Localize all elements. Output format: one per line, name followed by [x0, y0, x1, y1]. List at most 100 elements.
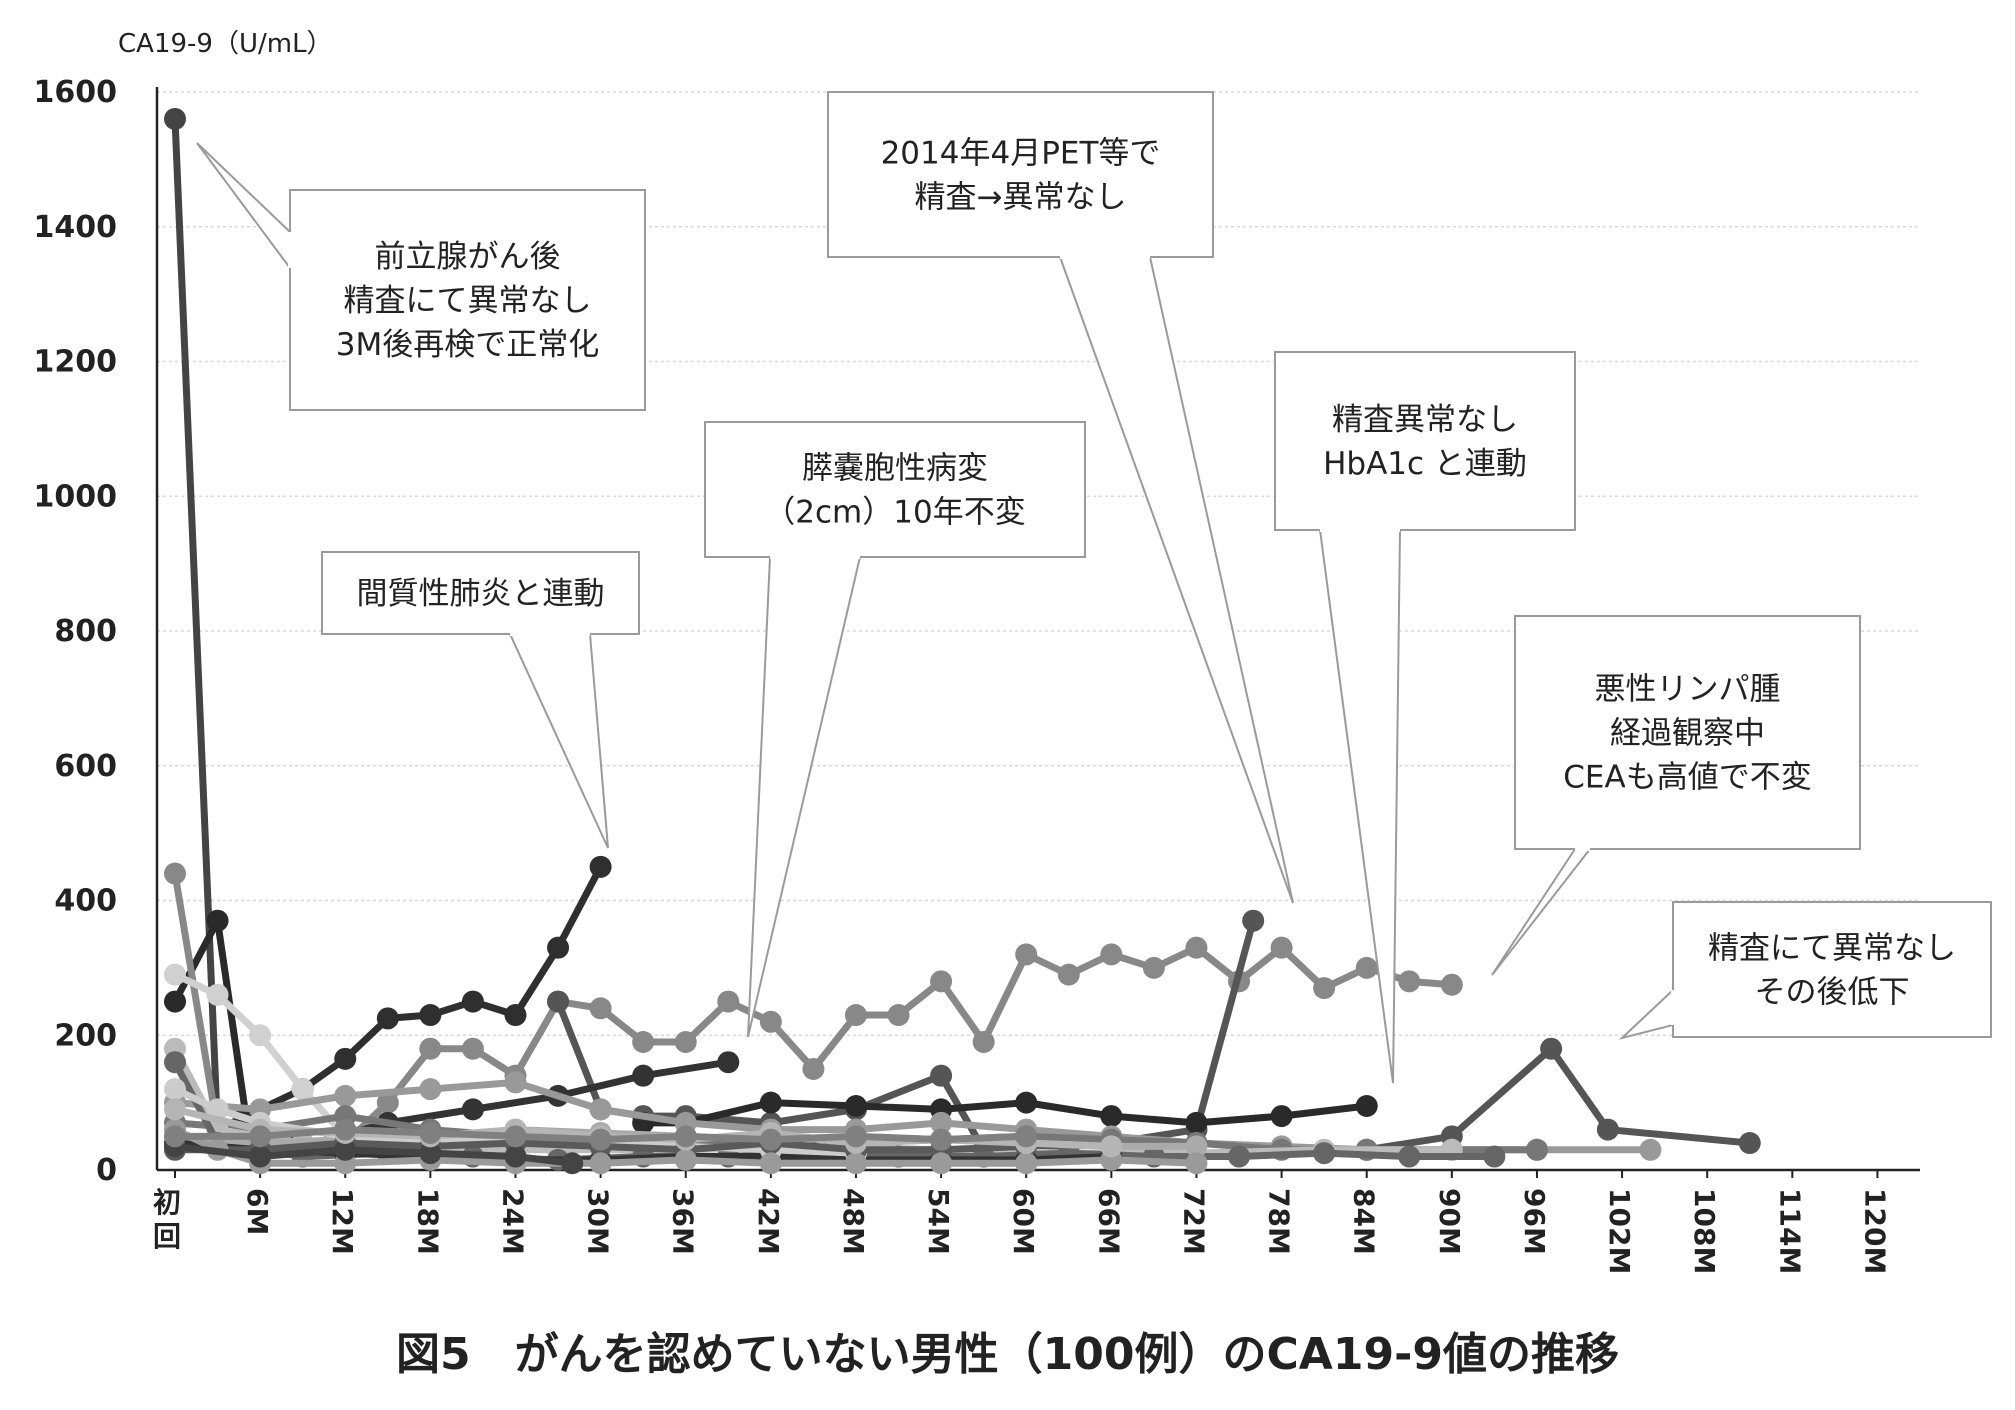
data-point: [589, 1128, 612, 1151]
data-point: [461, 1098, 484, 1121]
callout-text: 膵嚢胞性病変: [802, 451, 988, 487]
x-tick-label: 120M: [1858, 1188, 1891, 1274]
callout-pointer: [1491, 848, 1593, 976]
data-point: [1639, 1138, 1662, 1161]
x-tick-label: 96M: [1518, 1188, 1551, 1255]
data-point: [1313, 1142, 1336, 1165]
y-tick-label: 1600: [34, 75, 118, 110]
data-point: [334, 1118, 357, 1141]
data-point: [1142, 956, 1165, 979]
data-point: [504, 1004, 527, 1027]
callout-text: その後低下: [1755, 975, 1910, 1011]
x-tick-labels: 初回 6M 12M 18M 24M 30M 36M 42M 48M 54M 60M 66M 72M 78M…: [153, 1170, 1891, 1274]
data-point: [376, 1007, 399, 1030]
data-point: [1185, 936, 1208, 959]
data-point: [1100, 1135, 1123, 1158]
series-line: [1366, 1045, 1751, 1154]
data-point: [589, 1152, 612, 1175]
data-point: [1313, 977, 1336, 1000]
data-point: [1440, 973, 1463, 996]
callout-text: 精査にて異常なし: [1708, 931, 1956, 967]
data-point: [759, 1091, 782, 1114]
data-point: [419, 1004, 442, 1027]
data-point: [504, 1125, 527, 1148]
data-point: [334, 1138, 357, 1161]
data-point: [844, 1094, 867, 1117]
series-line: [643, 1099, 1368, 1127]
x-tick-label: 12M: [326, 1188, 359, 1255]
data-point: [164, 963, 186, 986]
callout-text: 精査→異常なし: [915, 180, 1127, 216]
data-point: [419, 1142, 442, 1165]
callout-box: [1672, 901, 1992, 1038]
data-point: [1185, 1152, 1208, 1175]
x-tick-label: 102M: [1603, 1188, 1636, 1274]
data-point: [632, 1030, 655, 1053]
callout: 精査異常なし HbA1c と連動: [1274, 351, 1576, 1084]
data-point: [164, 1098, 186, 1121]
data-point: [589, 997, 612, 1020]
data-point: [547, 936, 570, 959]
data-point: [1242, 909, 1265, 932]
data-point: [1738, 1132, 1761, 1155]
data-point: [206, 909, 229, 932]
data-point: [1540, 1037, 1563, 1060]
data-point: [164, 1051, 186, 1074]
callout-text: 悪性リンパ腫: [1595, 672, 1781, 708]
data-point: [759, 1152, 782, 1175]
x-tick-label: 6M: [241, 1188, 274, 1235]
callout-pointer: [747, 556, 862, 1038]
data-point: [504, 1071, 527, 1094]
x-tick-label: 54M: [922, 1188, 955, 1255]
data-point: [1015, 1125, 1038, 1148]
data-point: [164, 862, 186, 885]
y-tick-label: 1200: [34, 345, 118, 380]
callout-text: HbA1c と連動: [1323, 446, 1527, 482]
data-point: [1185, 1111, 1208, 1134]
data-point: [1483, 1145, 1506, 1168]
callout-box: [1514, 615, 1861, 850]
data-point: [1355, 956, 1378, 979]
data-point: [461, 1037, 484, 1060]
x-tick-label: 84M: [1348, 1188, 1381, 1255]
x-tick-label: 78M: [1263, 1188, 1296, 1255]
y-axis-label: CA19-9（U/mL）: [118, 29, 333, 59]
data-point: [1100, 1105, 1123, 1128]
y-tick-labels: 0 200 400 600 800 1000 1200 1400 1600: [34, 75, 118, 1188]
callout-pointer: [196, 142, 291, 272]
y-tick-label: 200: [54, 1018, 117, 1053]
data-point: [632, 1064, 655, 1087]
data-point: [164, 1125, 186, 1148]
data-point: [1398, 1145, 1421, 1168]
x-tick-label: 18M: [411, 1188, 444, 1255]
data-point: [376, 1091, 399, 1114]
callout: 間質性肺炎と連動: [321, 551, 640, 849]
x-tick-label: 42M: [752, 1188, 785, 1255]
callout-text: 3M後再検で正常化: [336, 327, 599, 363]
data-point: [930, 1064, 953, 1087]
y-tick-label: 0: [96, 1153, 117, 1188]
data-point: [291, 1078, 314, 1101]
callout-pointer: [1318, 529, 1402, 1084]
data-point: [972, 1030, 995, 1053]
data-point: [547, 990, 570, 1013]
figure-caption: 図5 がんを認めていない男性（100例）のCA19-9値の推移: [396, 1329, 1619, 1380]
callout-pointer: [1618, 987, 1674, 1040]
data-point: [1525, 1138, 1548, 1161]
data-point: [1057, 963, 1080, 986]
data-point: [334, 1084, 357, 1107]
callout-pointer: [1058, 256, 1294, 904]
data-point: [1270, 936, 1293, 959]
data-point: [164, 1078, 186, 1101]
callout-pointer: [508, 633, 609, 849]
callout-text: 2014年4月PET等で: [881, 136, 1161, 172]
callout-text: CEAも高値で不変: [1563, 760, 1811, 796]
x-tick-label: 66M: [1092, 1188, 1125, 1255]
data-point: [1015, 1152, 1038, 1175]
callout-text: 精査異常なし: [1332, 402, 1518, 438]
